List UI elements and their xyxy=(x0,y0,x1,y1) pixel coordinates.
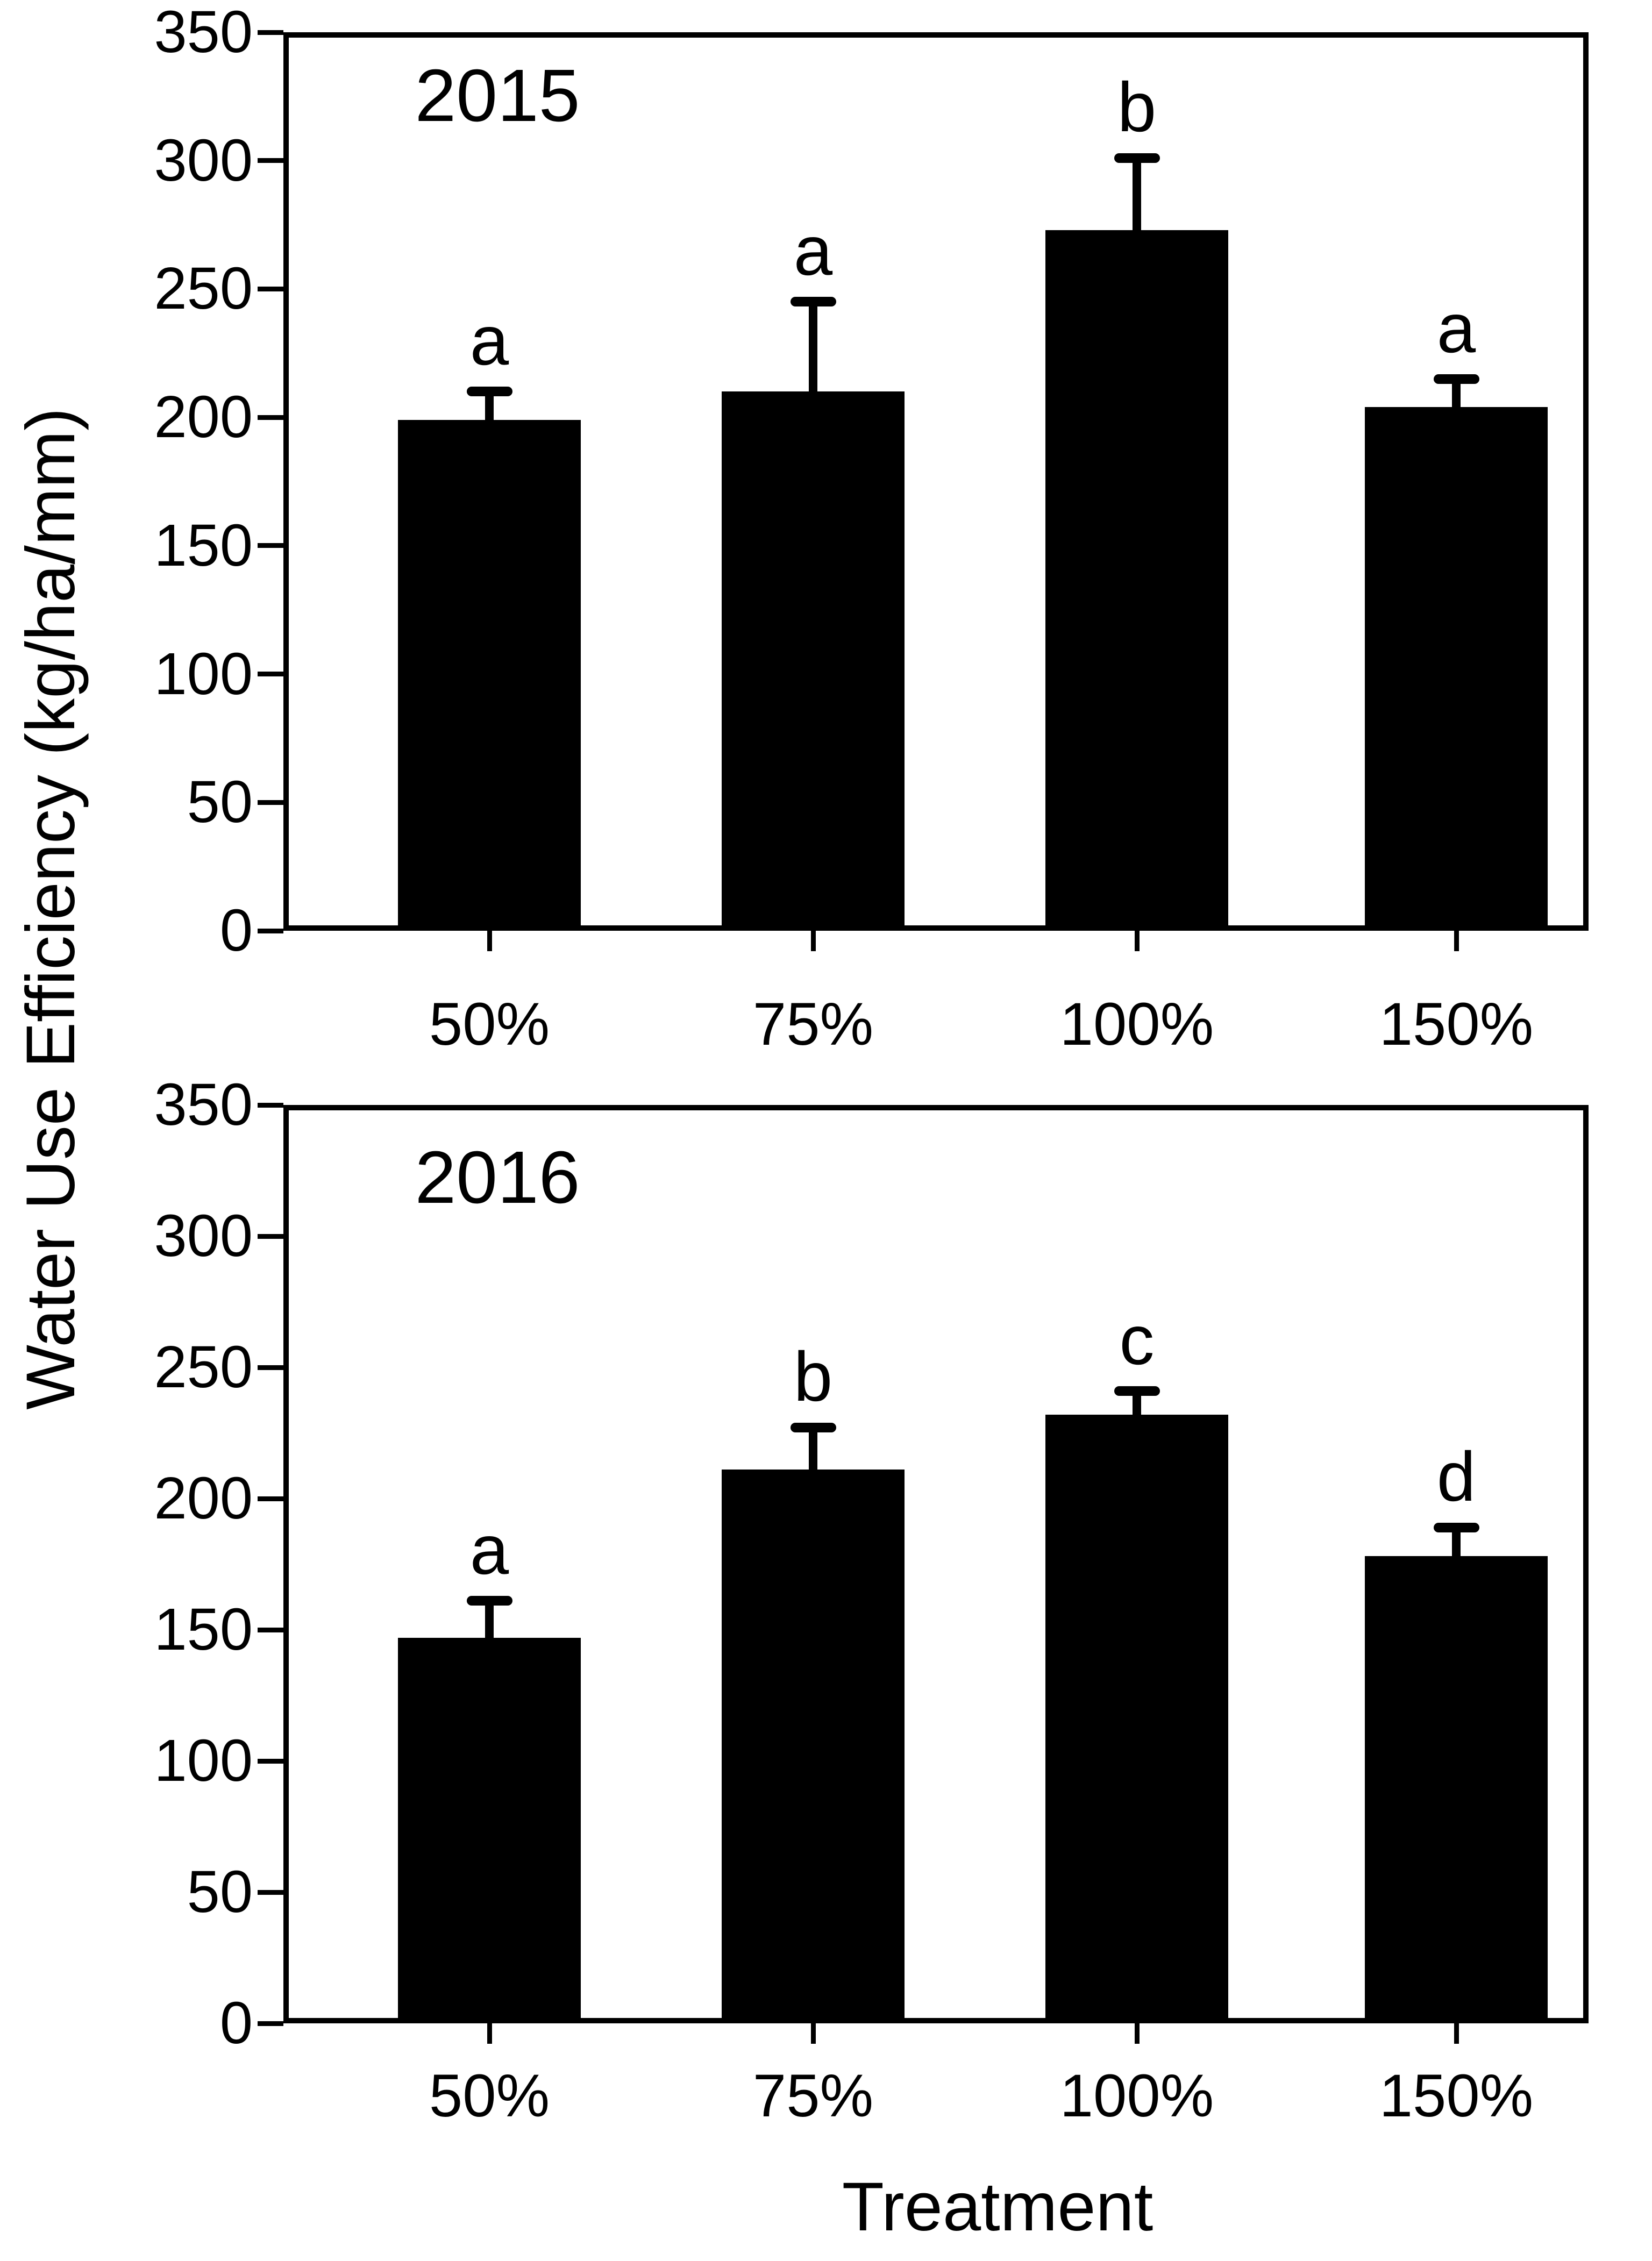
error-bar-stem xyxy=(1452,1527,1461,1557)
x-tick xyxy=(487,931,492,951)
x-tick xyxy=(1454,2023,1459,2044)
significance-letter: a xyxy=(1436,288,1476,367)
significance-letter: a xyxy=(469,301,509,380)
error-bar-stem xyxy=(1452,379,1461,408)
x-tick xyxy=(810,2023,816,2044)
error-bar-stem xyxy=(809,302,817,392)
y-tick-label: 150 xyxy=(154,512,253,579)
y-tick-label: 150 xyxy=(154,1596,253,1663)
y-tick-label: 50 xyxy=(187,769,253,836)
bar-75% xyxy=(722,391,905,931)
error-bar-stem xyxy=(809,1428,817,1470)
error-bar-cap xyxy=(1114,153,1160,163)
y-tick xyxy=(258,800,283,805)
error-bar-cap xyxy=(1114,1386,1160,1396)
category-label: 50% xyxy=(429,990,550,1058)
y-tick xyxy=(258,158,283,163)
y-tick-label: 100 xyxy=(154,640,253,707)
x-tick xyxy=(810,931,816,951)
x-tick xyxy=(1134,2023,1140,2044)
error-bar-stem xyxy=(485,391,494,420)
y-tick-label: 0 xyxy=(219,897,253,964)
y-tick-label: 350 xyxy=(154,0,253,65)
category-label: 150% xyxy=(1379,2062,1534,2129)
error-bar-stem xyxy=(1133,158,1141,230)
bar-50% xyxy=(398,419,581,931)
y-tick xyxy=(258,1233,283,1239)
y-tick xyxy=(258,2021,283,2026)
error-bar-cap xyxy=(466,1596,512,1606)
y-tick-label: 250 xyxy=(154,255,253,322)
y-tick xyxy=(258,1627,283,1632)
y-tick-label: 350 xyxy=(154,1072,253,1138)
bar-100% xyxy=(1045,230,1228,931)
significance-letter: b xyxy=(793,1337,833,1416)
x-tick xyxy=(1454,931,1459,951)
y-tick-label: 100 xyxy=(154,1728,253,1794)
y-tick xyxy=(258,1365,283,1370)
y-tick-label: 200 xyxy=(154,1465,253,1531)
category-label: 75% xyxy=(752,2062,874,2129)
x-axis-title: Treatment xyxy=(842,2169,1153,2245)
significance-letter: a xyxy=(793,211,833,290)
bar-50% xyxy=(398,1637,581,2023)
category-label: 100% xyxy=(1059,2062,1214,2129)
y-tick xyxy=(258,1102,283,1108)
x-tick xyxy=(1134,931,1140,951)
y-axis-title: Water Use Efficiency (kg/ha/mm) xyxy=(12,408,89,1410)
chart-title: 2015 xyxy=(415,54,580,137)
y-tick xyxy=(258,1889,283,1895)
bar-100% xyxy=(1045,1414,1228,2023)
significance-letter: d xyxy=(1436,1437,1476,1516)
y-tick-label: 300 xyxy=(154,1203,253,1269)
chart-title: 2016 xyxy=(415,1136,580,1219)
y-tick xyxy=(258,543,283,548)
bar-75% xyxy=(722,1470,905,2023)
y-tick xyxy=(258,286,283,291)
y-tick xyxy=(258,415,283,420)
y-tick-label: 50 xyxy=(187,1859,253,1925)
bar-150% xyxy=(1365,407,1548,931)
significance-letter: b xyxy=(1117,67,1157,146)
y-tick xyxy=(258,928,283,933)
category-label: 150% xyxy=(1379,990,1534,1058)
error-bar-cap xyxy=(1433,1522,1479,1532)
significance-letter: c xyxy=(1119,1300,1155,1379)
error-bar-cap xyxy=(790,297,836,307)
bar-150% xyxy=(1365,1556,1548,2023)
category-label: 75% xyxy=(752,990,874,1058)
error-bar-cap xyxy=(1433,374,1479,384)
y-tick xyxy=(258,30,283,35)
category-label: 50% xyxy=(429,2062,550,2129)
y-tick-label: 0 xyxy=(219,1990,253,2056)
x-tick xyxy=(487,2023,492,2044)
y-tick-label: 200 xyxy=(154,384,253,451)
category-label: 100% xyxy=(1059,990,1214,1058)
significance-letter: a xyxy=(469,1510,509,1589)
error-bar-stem xyxy=(1133,1390,1141,1415)
error-bar-stem xyxy=(485,1601,494,1638)
y-tick xyxy=(258,1496,283,1501)
error-bar-cap xyxy=(790,1423,836,1433)
y-tick xyxy=(258,1758,283,1764)
error-bar-cap xyxy=(466,387,512,397)
y-tick-label: 300 xyxy=(154,127,253,194)
y-tick-label: 250 xyxy=(154,1334,253,1400)
y-tick xyxy=(258,672,283,677)
